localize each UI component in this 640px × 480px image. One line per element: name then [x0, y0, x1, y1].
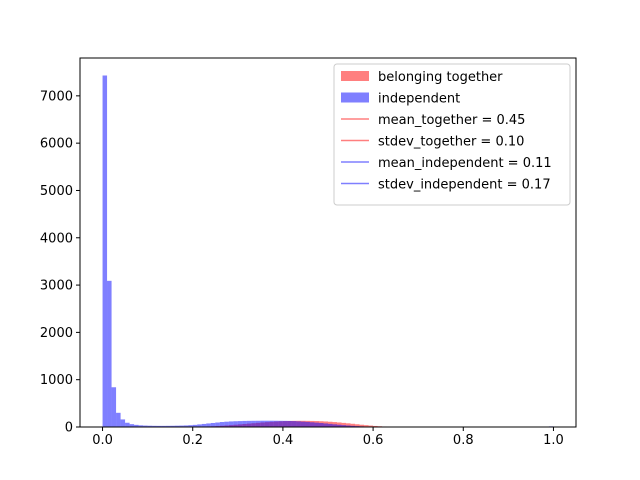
y-tick-label: 1000: [40, 373, 73, 388]
bar: [242, 420, 247, 427]
x-tick-label: 0.6: [363, 433, 384, 448]
bar: [233, 421, 238, 427]
bar: [291, 421, 297, 427]
legend-label: mean_together = 0.45: [378, 113, 525, 128]
legend-patch: [341, 71, 369, 81]
legend-patch: [341, 92, 369, 103]
bar: [269, 420, 274, 427]
x-tick-label: 0.4: [273, 433, 294, 448]
bar: [197, 424, 202, 427]
bar: [246, 420, 252, 427]
y-tick-label: 6000: [40, 137, 73, 152]
bar: [143, 425, 148, 427]
x-axis-ticks: 0.0 0.2 0.4 0.6 0.8 1.0: [92, 427, 564, 448]
bar: [346, 423, 351, 427]
bar: [107, 280, 112, 427]
bar: [116, 412, 121, 427]
bar: [138, 425, 144, 427]
bar: [328, 423, 333, 427]
bar: [350, 425, 356, 427]
y-tick-label: 5000: [40, 184, 73, 199]
legend-label: mean_independent = 0.11: [378, 156, 552, 171]
bar: [188, 425, 193, 427]
bar: [192, 424, 198, 427]
bar: [255, 420, 261, 427]
bar: [156, 425, 162, 427]
y-tick-label: 7000: [40, 89, 73, 104]
bar: [373, 425, 378, 427]
y-tick-label: 4000: [40, 231, 73, 246]
bar: [219, 422, 225, 427]
bar: [346, 425, 351, 427]
bar: [147, 425, 153, 427]
y-tick-label: 3000: [40, 279, 73, 294]
bar: [251, 420, 256, 427]
bar: [337, 422, 342, 427]
x-tick-label: 1.0: [543, 433, 564, 448]
axes-frame: [79, 57, 577, 428]
y-tick-label: 2000: [40, 326, 73, 341]
bar: [161, 425, 166, 427]
bar: [278, 420, 283, 427]
bar: [134, 424, 139, 427]
bar: [125, 422, 130, 427]
bar: [228, 421, 234, 427]
bar: [341, 425, 347, 427]
bar: [364, 425, 369, 427]
y-axis-ticks: 0 1000 2000 3000 4000 5000 6000 7000: [40, 89, 80, 436]
bar: [332, 424, 338, 427]
bar: [201, 423, 207, 427]
bar: [111, 387, 117, 427]
bar: [102, 75, 108, 427]
bar: [206, 423, 211, 427]
bar: [341, 422, 347, 427]
bar: [224, 421, 229, 427]
x-tick-label: 0.2: [182, 433, 203, 448]
bar: [264, 420, 270, 427]
y-tick-label: 0: [65, 421, 73, 436]
legend-label: stdev_together = 0.10: [378, 135, 524, 150]
bar: [355, 424, 360, 427]
bar: [282, 420, 288, 427]
legend-label: stdev_independent = 0.17: [378, 178, 551, 193]
legend-label: belonging together: [378, 70, 503, 85]
bar: [260, 420, 265, 427]
bar: [305, 421, 310, 427]
bar: [174, 425, 180, 427]
bar: [210, 422, 216, 427]
legend-label: independent: [378, 92, 460, 107]
bar: [300, 421, 306, 427]
bar: [237, 421, 243, 427]
legend: belonging together independent mean_togeth…: [333, 63, 571, 206]
bar: [359, 424, 365, 427]
bar: [287, 420, 292, 427]
bar: [323, 423, 328, 427]
x-tick-label: 0.8: [453, 433, 474, 448]
bar: [183, 425, 189, 427]
bar: [368, 425, 374, 427]
bar: [350, 423, 356, 427]
series-1: [102, 75, 554, 427]
bar: [179, 425, 184, 427]
bar: [215, 422, 220, 427]
bar: [120, 419, 126, 427]
bar: [318, 423, 324, 427]
bar: [165, 425, 171, 427]
x-tick-label: 0.0: [92, 433, 113, 448]
histogram-bars: [102, 75, 554, 427]
legend-box: [333, 63, 571, 206]
bar: [170, 425, 175, 427]
bar: [309, 422, 315, 427]
bar: [273, 420, 279, 427]
bar: [152, 425, 157, 427]
bar: [337, 424, 342, 427]
bar: [129, 424, 135, 427]
bar: [296, 421, 301, 427]
bar: [314, 422, 319, 427]
